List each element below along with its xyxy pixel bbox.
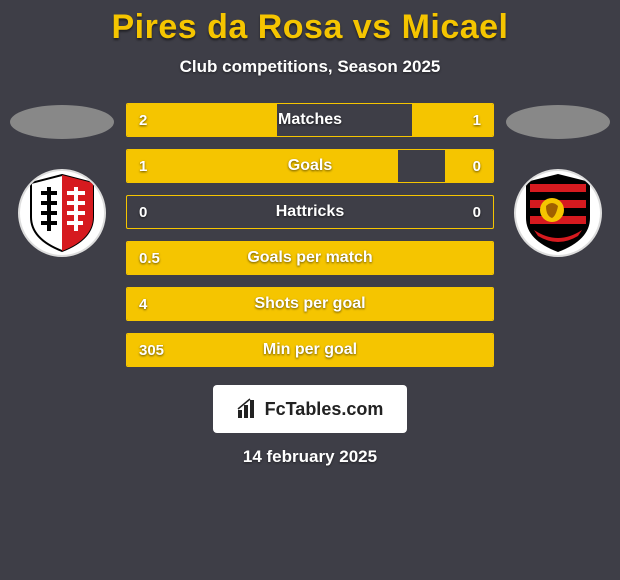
stat-bar: 10Goals	[126, 149, 494, 183]
stat-bar: 4Shots per goal	[126, 287, 494, 321]
player-photo-placeholder-right	[506, 105, 610, 139]
page-subtitle: Club competitions, Season 2025	[0, 57, 620, 77]
stat-label: Matches	[127, 111, 493, 129]
santa-cruz-crest-icon	[27, 173, 97, 253]
stat-label: Hattricks	[127, 203, 493, 221]
stat-label: Min per goal	[127, 341, 493, 359]
stat-label: Shots per goal	[127, 295, 493, 313]
stat-label: Goals	[127, 157, 493, 175]
club-badge-right	[514, 169, 602, 257]
club-badge-left	[18, 169, 106, 257]
stat-bar: 00Hattricks	[126, 195, 494, 229]
player-column-right	[502, 103, 614, 257]
stat-bar: 21Matches	[126, 103, 494, 137]
stat-bar: 305Min per goal	[126, 333, 494, 367]
player-column-left	[6, 103, 118, 257]
sport-recife-crest-icon	[522, 172, 594, 254]
fctables-attribution[interactable]: FcTables.com	[213, 385, 407, 433]
stats-bars: 21Matches 10Goals 00Hattricks 0.5Goals per …	[118, 103, 502, 367]
stat-bar: 0.5Goals per match	[126, 241, 494, 275]
player-photo-placeholder-left	[10, 105, 114, 139]
main-content: 21Matches 10Goals 00Hattricks 0.5Goals per …	[0, 103, 620, 367]
match-date: 14 february 2025	[0, 447, 620, 467]
attribution-text: FcTables.com	[265, 399, 384, 420]
bar-chart-icon	[237, 398, 259, 420]
stat-label: Goals per match	[127, 249, 493, 267]
page-title: Pires da Rosa vs Micael	[0, 8, 620, 47]
infographic-container: Pires da Rosa vs Micael Club competition…	[0, 0, 620, 467]
